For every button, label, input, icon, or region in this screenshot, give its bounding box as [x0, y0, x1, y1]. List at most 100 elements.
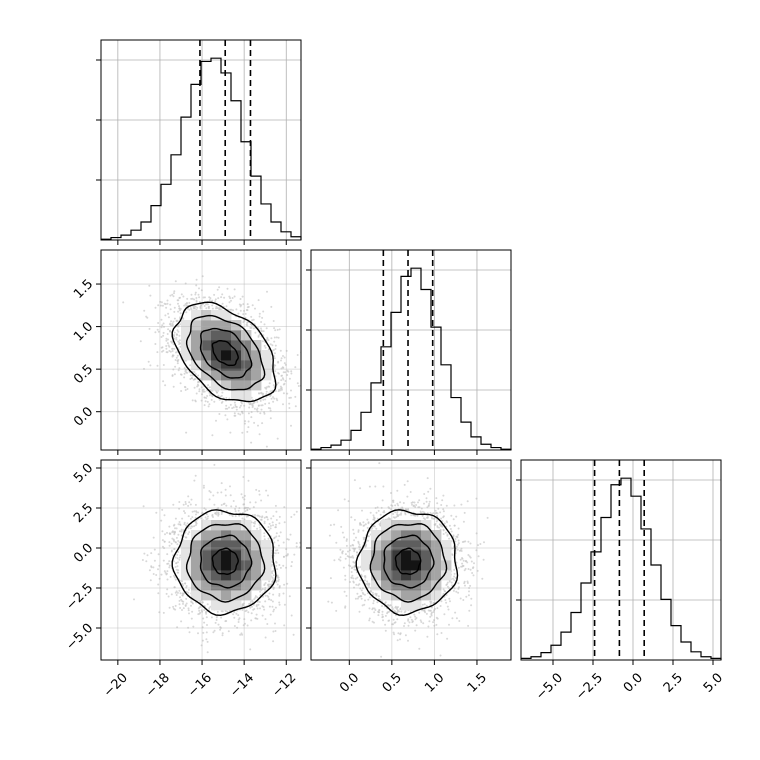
sample-point: [170, 593, 173, 596]
sample-point: [430, 613, 433, 615]
sample-point: [426, 477, 429, 480]
sample-point: [268, 598, 271, 601]
sample-point: [347, 550, 349, 553]
sample-point: [381, 616, 384, 619]
sample-point: [189, 374, 192, 377]
contour-level-0: [394, 547, 422, 575]
sample-point: [288, 407, 291, 409]
sample-point: [234, 510, 237, 513]
density-bin: [381, 530, 392, 541]
sample-point: [249, 403, 252, 406]
sample-point: [396, 502, 399, 505]
sample-point: [207, 405, 210, 408]
sample-point: [213, 400, 216, 403]
sample-point: [275, 397, 278, 400]
sample-point: [139, 340, 142, 343]
sample-point: [357, 530, 360, 533]
sample-point: [177, 551, 180, 553]
sample-point: [396, 489, 399, 492]
sample-point: [286, 582, 289, 585]
sample-point: [262, 330, 265, 333]
sample-point: [166, 342, 169, 345]
density-bin: [211, 350, 222, 361]
sample-point: [209, 605, 212, 608]
sample-point: [271, 570, 274, 573]
sample-point: [406, 480, 409, 483]
sample-point: [282, 392, 285, 395]
sample-point: [254, 501, 257, 504]
contour-level-0: [211, 547, 239, 575]
sample-point: [269, 417, 272, 420]
sample-point: [224, 407, 227, 410]
sample-point: [283, 583, 286, 586]
sample-point: [305, 374, 307, 376]
sample-point: [295, 545, 298, 548]
sample-point: [469, 542, 472, 545]
sample-point: [238, 406, 241, 409]
sample-point: [161, 324, 164, 327]
sample-point: [359, 522, 362, 525]
sample-point: [352, 561, 355, 563]
sample-point: [290, 370, 293, 373]
sample-point: [215, 616, 218, 619]
sample-point: [187, 504, 190, 507]
density-bin: [411, 550, 422, 561]
sample-point: [208, 296, 211, 299]
sample-point: [467, 554, 470, 556]
sample-point: [156, 364, 159, 367]
sample-point: [387, 619, 390, 622]
density-bin: [251, 570, 262, 581]
density-bin: [231, 590, 242, 601]
sample-point: [343, 590, 346, 593]
sample-point: [384, 602, 387, 605]
sample-point: [176, 557, 179, 560]
density-bin: [371, 580, 382, 591]
density-bin: [191, 350, 202, 361]
sample-point: [468, 590, 470, 593]
sample-point: [230, 505, 233, 508]
y-tick-label-param-1: 1.5: [71, 277, 96, 302]
sample-point: [442, 515, 445, 518]
sample-point: [446, 521, 449, 524]
sample-point: [467, 624, 470, 627]
sample-point: [241, 412, 244, 415]
y-tick-label-param-2: 0.0: [71, 541, 96, 566]
sample-point: [453, 572, 456, 575]
sample-point: [264, 618, 267, 621]
sample-point: [342, 566, 345, 569]
sample-point: [436, 515, 439, 517]
sample-point: [353, 550, 356, 553]
sample-point: [188, 531, 191, 534]
density-bin: [411, 560, 422, 571]
sample-point: [427, 609, 430, 612]
sample-point: [462, 520, 465, 523]
sample-point: [165, 347, 168, 350]
sample-point: [267, 526, 270, 528]
sample-point: [337, 509, 340, 512]
sample-point: [268, 605, 271, 608]
sample-point: [360, 573, 363, 576]
sample-point: [378, 609, 381, 611]
sample-point: [449, 528, 452, 530]
density-bin: [201, 360, 212, 371]
sample-point: [257, 424, 259, 427]
sample-point: [275, 523, 277, 526]
sample-point: [229, 403, 232, 406]
sample-point: [344, 574, 347, 577]
density-bin: [371, 540, 382, 551]
sample-point: [486, 516, 489, 519]
sample-point: [157, 568, 159, 571]
sample-point: [410, 501, 413, 504]
sample-point: [182, 584, 185, 587]
sample-point: [425, 500, 428, 503]
sample-point: [174, 556, 177, 559]
sample-point: [452, 589, 455, 592]
sample-point: [181, 600, 184, 603]
sample-point: [372, 602, 375, 605]
sample-point: [250, 441, 253, 444]
sample-point: [424, 611, 427, 614]
sample-point: [265, 489, 268, 492]
sample-point: [275, 336, 278, 339]
sample-point: [261, 614, 264, 617]
sample-point: [152, 536, 155, 539]
